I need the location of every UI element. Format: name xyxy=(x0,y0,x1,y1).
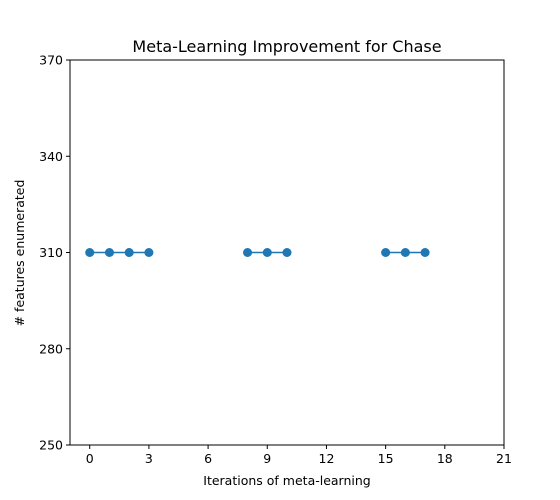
data-point xyxy=(144,248,154,257)
y-tick-label: 280 xyxy=(39,341,63,356)
data-point xyxy=(104,248,114,257)
data-point xyxy=(85,248,95,257)
data-point xyxy=(420,248,430,257)
x-tick-label: 0 xyxy=(86,451,94,466)
x-tick-label: 15 xyxy=(378,451,394,466)
y-tick-label: 310 xyxy=(39,245,63,260)
x-tick-label: 3 xyxy=(145,451,153,466)
x-tick-label: 12 xyxy=(319,451,335,466)
data-point xyxy=(262,248,272,257)
plot-frame xyxy=(69,59,505,446)
axis-ticks: 0 3 6 9 12 15 18 21 250 280 310 340 370 xyxy=(39,53,512,467)
x-axis-label: Iterations of meta-learning xyxy=(203,473,370,488)
x-tick-label: 6 xyxy=(204,451,212,466)
y-tick-label: 250 xyxy=(39,438,63,453)
data-point xyxy=(243,248,253,257)
x-tick-label: 21 xyxy=(496,451,512,466)
series-line xyxy=(85,248,430,257)
y-tick-label: 340 xyxy=(39,149,63,164)
x-tick-label: 18 xyxy=(437,451,453,466)
data-point xyxy=(282,248,292,257)
chart-title: Meta-Learning Improvement for Chase xyxy=(132,37,441,56)
data-point xyxy=(381,248,391,257)
y-axis-label: # features enumerated xyxy=(12,180,27,327)
data-point xyxy=(400,248,410,257)
y-tick-label: 370 xyxy=(39,53,63,68)
data-point xyxy=(124,248,134,257)
x-tick-label: 9 xyxy=(263,451,271,466)
